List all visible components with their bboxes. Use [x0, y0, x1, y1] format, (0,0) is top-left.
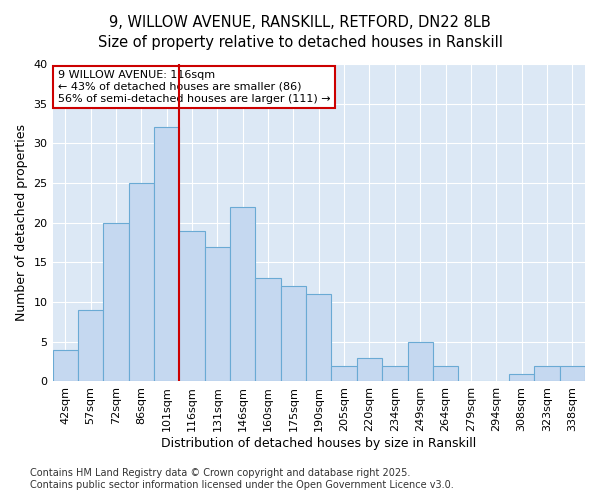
- Bar: [509, 374, 534, 382]
- Bar: [560, 366, 585, 382]
- Text: Contains HM Land Registry data © Crown copyright and database right 2025.
Contai: Contains HM Land Registry data © Crown c…: [30, 468, 454, 490]
- Text: 9 WILLOW AVENUE: 116sqm
← 43% of detached houses are smaller (86)
56% of semi-de: 9 WILLOW AVENUE: 116sqm ← 43% of detache…: [58, 70, 331, 104]
- Y-axis label: Number of detached properties: Number of detached properties: [15, 124, 28, 321]
- Bar: [407, 342, 433, 382]
- Bar: [256, 278, 281, 382]
- Bar: [154, 128, 179, 382]
- Bar: [103, 222, 128, 382]
- Bar: [128, 183, 154, 382]
- Text: 9, WILLOW AVENUE, RANSKILL, RETFORD, DN22 8LB: 9, WILLOW AVENUE, RANSKILL, RETFORD, DN2…: [109, 15, 491, 30]
- Bar: [78, 310, 103, 382]
- Bar: [281, 286, 306, 382]
- Bar: [179, 230, 205, 382]
- Bar: [534, 366, 560, 382]
- Bar: [53, 350, 78, 382]
- X-axis label: Distribution of detached houses by size in Ranskill: Distribution of detached houses by size …: [161, 437, 476, 450]
- Bar: [205, 246, 230, 382]
- Bar: [357, 358, 382, 382]
- Text: Size of property relative to detached houses in Ranskill: Size of property relative to detached ho…: [98, 35, 502, 50]
- Bar: [331, 366, 357, 382]
- Bar: [382, 366, 407, 382]
- Bar: [433, 366, 458, 382]
- Bar: [306, 294, 331, 382]
- Bar: [230, 207, 256, 382]
